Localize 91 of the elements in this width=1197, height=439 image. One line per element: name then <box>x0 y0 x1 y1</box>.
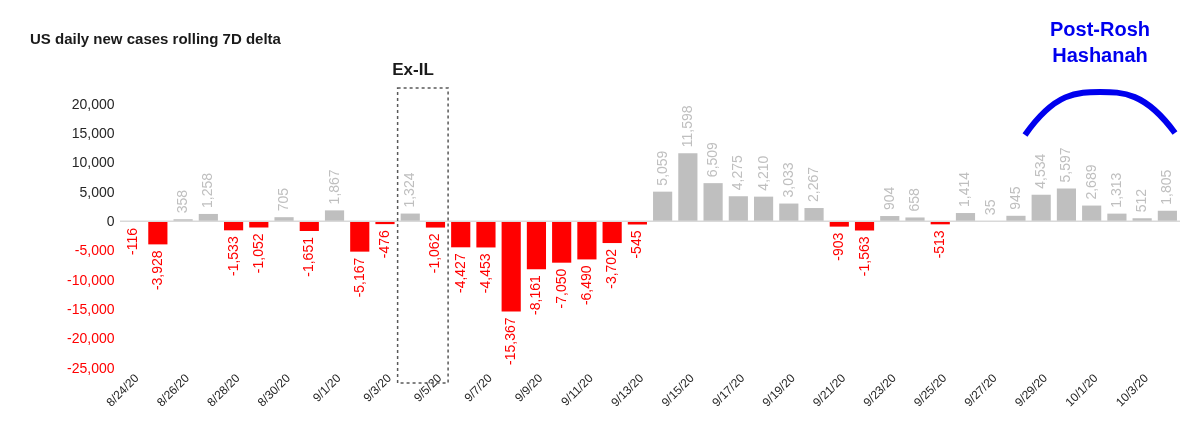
data-label: -8,161 <box>527 275 544 315</box>
bar <box>350 221 370 252</box>
y-tick-label: 20,000 <box>71 95 115 112</box>
bar <box>577 221 597 260</box>
bar <box>728 196 748 222</box>
y-tick-label: -15,000 <box>67 300 115 317</box>
y-tick-label: 15,000 <box>71 124 115 141</box>
bar <box>552 221 572 263</box>
data-label: -4,453 <box>476 253 493 294</box>
y-tick-label: 0 <box>106 212 115 229</box>
data-label: -1,533 <box>224 236 241 277</box>
bar <box>249 221 269 228</box>
text: Post-Rosh Hashanah <box>1050 18 1150 66</box>
bar <box>1006 215 1026 222</box>
data-label: -3,702 <box>603 248 620 289</box>
bar <box>804 208 824 222</box>
bar <box>1107 213 1127 222</box>
bar <box>779 203 799 222</box>
data-label: -5,167 <box>350 257 367 298</box>
bar <box>653 191 673 222</box>
data-label: 1,805 <box>1158 169 1175 205</box>
data-label: 705 <box>275 187 292 212</box>
data-label: 904 <box>880 186 897 211</box>
y-tick-label: -5,000 <box>74 242 115 259</box>
data-label: -476 <box>376 229 392 259</box>
bar <box>753 196 774 222</box>
data-label: -3,928 <box>148 250 165 291</box>
bar <box>1157 210 1177 222</box>
data-label: 6,509 <box>704 141 721 178</box>
data-label: -1,651 <box>300 236 317 277</box>
data-label: 1,313 <box>1107 172 1124 208</box>
y-tick-label: -20,000 <box>67 330 115 347</box>
data-label: 1,867 <box>325 169 342 205</box>
text: Ex-IL <box>392 60 434 79</box>
bar <box>299 221 319 232</box>
data-label: 2,267 <box>805 166 822 203</box>
bar <box>148 221 168 245</box>
bar <box>880 216 900 222</box>
data-label: 358 <box>174 189 191 214</box>
bar <box>198 213 218 222</box>
data-label: -6,490 <box>577 265 594 306</box>
data-label: 4,210 <box>754 155 771 191</box>
data-label: 2,689 <box>1082 164 1099 200</box>
data-label: 945 <box>1006 186 1023 210</box>
bar <box>476 221 496 248</box>
data-label: 4,534 <box>1032 153 1049 189</box>
data-label: -545 <box>628 230 645 259</box>
bar <box>627 221 647 225</box>
bar <box>703 183 723 222</box>
bar <box>425 221 446 228</box>
data-label: -15,367 <box>502 317 519 365</box>
bar <box>955 213 976 222</box>
data-label: 1,258 <box>199 172 216 208</box>
y-tick-label: 5,000 <box>79 183 115 200</box>
bar <box>526 221 547 270</box>
y-tick-label: -25,000 <box>67 359 115 376</box>
data-label: 35 <box>981 199 998 216</box>
data-label: -513 <box>931 230 948 259</box>
bar <box>501 221 521 312</box>
chart-title: US daily new cases rolling 7D delta <box>30 30 282 47</box>
bar <box>1056 188 1077 222</box>
data-label: 1,414 <box>956 171 973 208</box>
bar <box>602 221 622 244</box>
bar <box>1082 205 1102 222</box>
data-label: -4,427 <box>451 253 468 294</box>
data-label: 3,033 <box>779 162 796 198</box>
data-label: -1,563 <box>855 236 872 277</box>
data-label: 5,059 <box>653 150 670 186</box>
bar <box>905 217 925 222</box>
bar <box>451 221 471 248</box>
bar <box>274 217 294 222</box>
data-label: 5,597 <box>1057 147 1074 183</box>
bar <box>829 221 849 227</box>
data-label: 11,598 <box>678 105 695 148</box>
bar <box>678 153 698 222</box>
data-label: 512 <box>1133 188 1150 213</box>
data-label: 1,324 <box>401 172 418 208</box>
data-label: -1,062 <box>426 233 443 274</box>
data-label: -1,052 <box>249 233 266 274</box>
data-label: 4,275 <box>729 155 746 191</box>
bar <box>324 210 345 222</box>
y-tick-label: 10,000 <box>71 154 115 171</box>
data-label: -903 <box>830 232 847 261</box>
data-label: 658 <box>906 187 922 212</box>
data-label: -7,050 <box>552 268 569 309</box>
y-tick-label: -10,000 <box>67 271 115 288</box>
bar <box>1031 194 1051 222</box>
data-label: -116 <box>123 227 140 255</box>
bar <box>854 221 875 231</box>
bar <box>173 219 193 222</box>
bar <box>1132 218 1152 222</box>
